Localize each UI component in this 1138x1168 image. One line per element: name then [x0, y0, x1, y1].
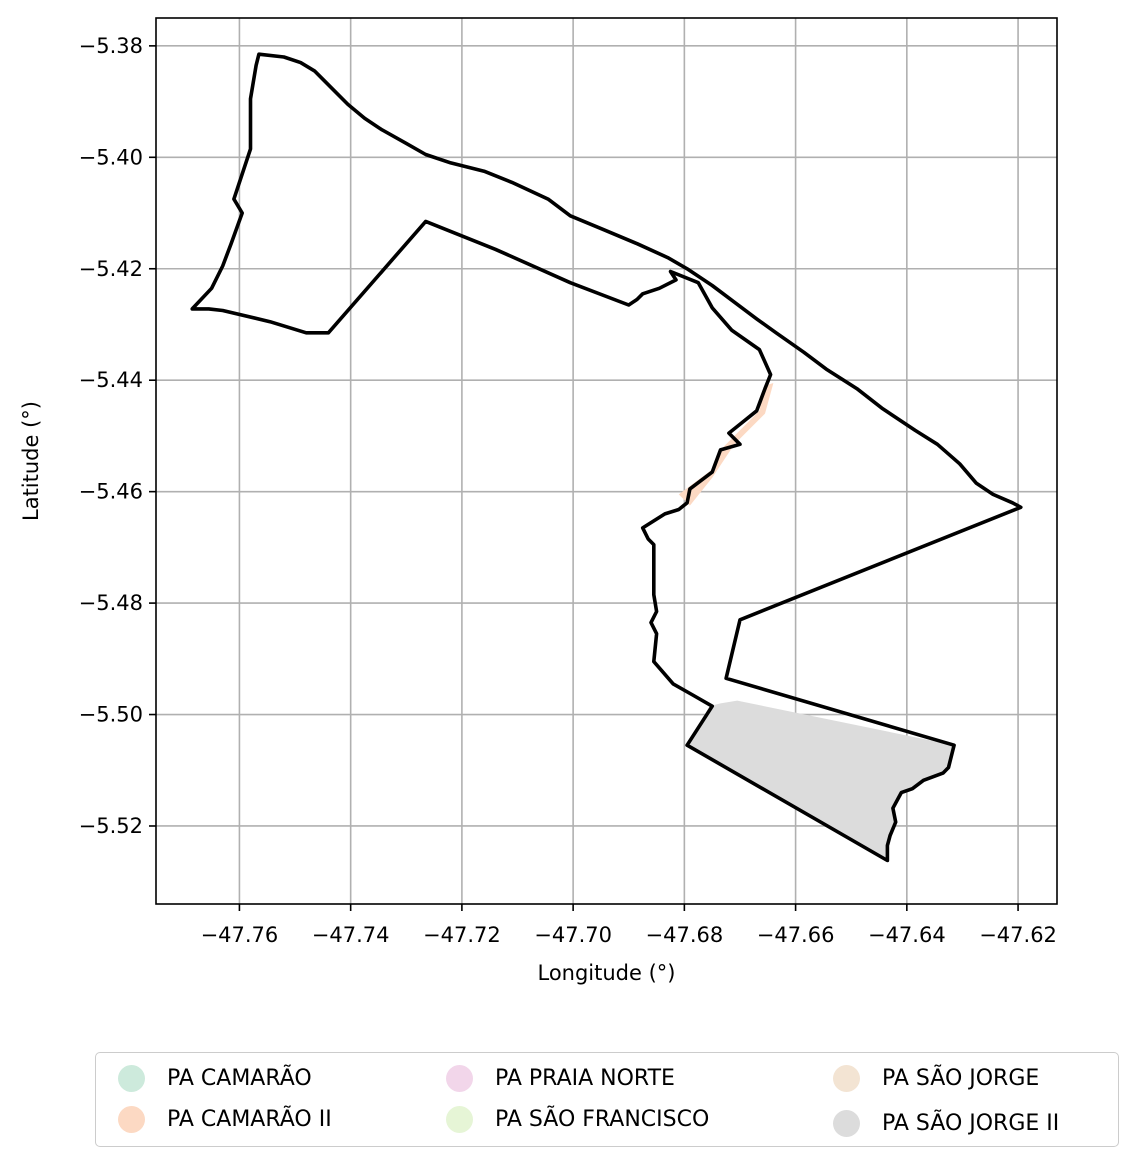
legend-label: PA SÃO FRANCISCO — [495, 1106, 710, 1132]
x-tick-label: −47.64 — [868, 923, 946, 947]
legend-item: PA SÃO JORGE II — [833, 1108, 1059, 1138]
region-fill — [687, 700, 955, 861]
y-tick-label: −5.46 — [79, 480, 143, 504]
legend-label: PA CAMARÃO — [167, 1065, 312, 1091]
x-axis-label: Longitude (°) — [537, 961, 675, 985]
y-tick-label: −5.42 — [79, 257, 143, 281]
y-axis-label: Latitude (°) — [19, 401, 43, 521]
y-tick-label: −5.48 — [79, 591, 143, 615]
legend: PA CAMARÃO PA CAMARÃO II PA PRAIA NORTE … — [95, 1052, 1119, 1147]
map-chart: −47.76 −47.74 −47.72 −47.70 −47.68 −47.66 −47.… — [19, 17, 1058, 985]
y-axis-ticks: −5.38 −5.40 −5.42 −5.44 −5.46 −5.48 −5.50 −5.52 — [79, 34, 156, 838]
x-tick-label: −47.70 — [534, 923, 612, 947]
x-tick-label: −47.72 — [423, 923, 501, 947]
y-tick-label: −5.52 — [79, 814, 143, 838]
legend-swatch-icon — [833, 1064, 860, 1092]
y-tick-label: −5.50 — [79, 703, 143, 727]
legend-item: PA SÃO FRANCISCO — [446, 1104, 709, 1134]
legend-swatch-icon — [446, 1105, 473, 1133]
region-fill — [678, 383, 774, 506]
boundary-outlines — [190, 52, 1023, 863]
y-tick-label: −5.38 — [79, 34, 143, 58]
legend-label: PA CAMARÃO II — [167, 1106, 332, 1132]
plot-frame — [155, 17, 1058, 905]
boundary-outline — [190, 52, 1023, 863]
y-tick-label: −5.44 — [79, 368, 143, 392]
grid-lines — [156, 18, 1057, 904]
x-tick-label: −47.62 — [979, 923, 1057, 947]
legend-label: PA PRAIA NORTE — [495, 1065, 675, 1091]
legend-swatch-icon — [118, 1105, 145, 1133]
x-axis-ticks: −47.76 −47.74 −47.72 −47.70 −47.68 −47.66 −47.… — [201, 904, 1057, 947]
legend-item: PA PRAIA NORTE — [446, 1063, 675, 1093]
legend-item: PA CAMARÃO II — [118, 1104, 332, 1134]
x-tick-label: −47.74 — [312, 923, 390, 947]
legend-swatch-icon — [118, 1064, 145, 1092]
legend-item: PA SÃO JORGE — [833, 1063, 1039, 1093]
x-tick-label: −47.66 — [757, 923, 835, 947]
legend-item: PA CAMARÃO — [118, 1063, 312, 1093]
x-tick-label: −47.68 — [646, 923, 724, 947]
legend-swatch-icon — [446, 1064, 473, 1092]
polygon-fills — [678, 383, 955, 861]
legend-label: PA SÃO JORGE II — [882, 1110, 1060, 1136]
y-tick-label: −5.40 — [79, 145, 143, 169]
legend-label: PA SÃO JORGE — [882, 1065, 1040, 1091]
x-tick-label: −47.76 — [201, 923, 279, 947]
legend-swatch-icon — [833, 1109, 860, 1137]
